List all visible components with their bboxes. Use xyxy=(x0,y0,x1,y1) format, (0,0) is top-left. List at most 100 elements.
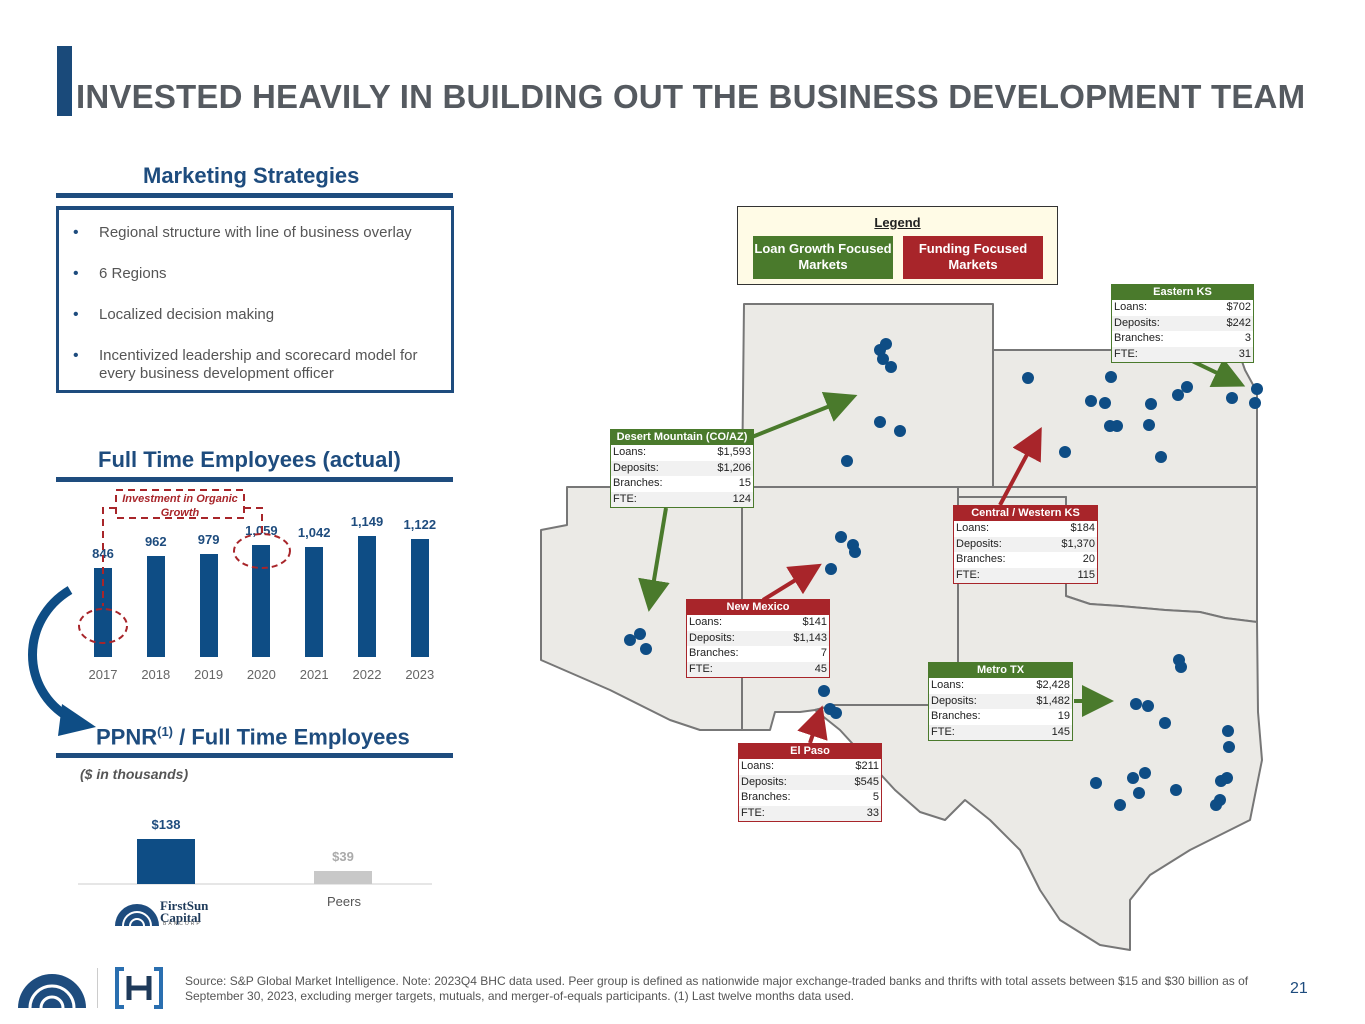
market-card-title: El Paso xyxy=(739,744,881,759)
market-row-branches: Branches: 15 xyxy=(613,477,751,489)
flow-arrow-head xyxy=(58,704,96,736)
fte-axis-2020: 2020 xyxy=(246,667,276,682)
market-row-loans: Loans: $1,593 xyxy=(613,446,751,458)
page-number: 21 xyxy=(1290,980,1308,997)
market-card-central-western-ks: Central / Western KS Loans: $184 Deposits: $… xyxy=(953,505,1098,584)
market-card-metro-tx: Metro TX Loans: $2,428 Deposits: $1,482 Branc… xyxy=(928,662,1073,741)
market-row-branches: Branches: 5 xyxy=(741,791,879,803)
fte-bar-2021 xyxy=(305,547,324,657)
market-row-deposits: Deposits: $1,143 xyxy=(687,630,829,646)
arrow-eastern-ks xyxy=(1189,358,1246,388)
arrow-desert-mountain-az xyxy=(638,507,670,612)
legend: Legend Loan Growth Focused Markets Fundi… xyxy=(737,206,1058,285)
ppnr-units: ($ in thousands) xyxy=(80,766,189,782)
market-row-branches: Branches: 19 xyxy=(931,710,1070,722)
fte-axis-2019: 2019 xyxy=(194,667,224,682)
fte-bar-2022 xyxy=(358,536,376,657)
legend-title: Legend xyxy=(874,215,921,230)
fte-axis-2018: 2018 xyxy=(141,667,171,682)
firstsun-logo-sub: BANCORP xyxy=(163,921,202,927)
fte-axis-2021: 2021 xyxy=(299,667,329,682)
market-row-loans: Loans: $184 xyxy=(956,522,1095,534)
bullet-1: Regional structure with line of business… xyxy=(73,224,451,242)
highlight-2017 xyxy=(78,608,128,644)
fte-axis-2022: 2022 xyxy=(352,667,382,682)
arrow-central-ks xyxy=(998,426,1042,506)
market-row-loans: Loans: $2,428 xyxy=(931,679,1070,691)
fte-value-2018: 962 xyxy=(144,533,167,549)
market-row-loans: Loans: $141 xyxy=(689,616,827,628)
map-state-colorado xyxy=(741,303,994,488)
fte-bar-2020 xyxy=(252,545,271,657)
branch-markers xyxy=(624,338,1263,811)
firstsun-logo-icon xyxy=(115,904,159,927)
fte-axis-2023: 2023 xyxy=(405,667,435,682)
market-card-title: Eastern KS xyxy=(1112,285,1253,300)
market-row-loans: Loans: $702 xyxy=(1114,301,1251,313)
fte-value-2022: 1,149 xyxy=(350,514,384,529)
market-card-title: Metro TX xyxy=(929,663,1072,678)
market-row-branches: Branches: 3 xyxy=(1114,332,1251,344)
market-row-fte: FTE: 45 xyxy=(687,661,829,677)
h-logo-icon xyxy=(115,967,163,1009)
page-title: INVESTED HEAVILY IN BUILDING OUT THE BUS… xyxy=(76,78,1306,115)
ppnr-value-1: $39 xyxy=(332,849,354,865)
market-row-deposits: Deposits: $1,206 xyxy=(611,460,753,476)
ppnr-rule xyxy=(56,753,453,758)
arrow-el-paso xyxy=(797,705,828,744)
market-row-fte: FTE: 33 xyxy=(739,805,881,821)
annotation-connector-right xyxy=(244,507,263,536)
market-card-desert-mountain-co-az-: Desert Mountain (CO/AZ) Loans: $1,593 Depos… xyxy=(610,429,754,508)
bullet-3: Localized decision making xyxy=(73,306,451,324)
flow-arrow xyxy=(28,586,73,722)
fte-value-2021: 1,042 xyxy=(297,525,331,541)
market-card-title: New Mexico xyxy=(687,600,829,615)
market-row-deposits: Deposits: $242 xyxy=(1112,315,1253,331)
ppnr-bar-1 xyxy=(314,871,372,884)
fte-bar-2019 xyxy=(199,553,218,657)
ppnr-heading: PPNR(1) / Full Time Employees xyxy=(96,724,410,750)
market-card-title: Central / Western KS xyxy=(954,506,1097,521)
map-state-kansas xyxy=(992,349,1258,488)
market-card-eastern-ks: Eastern KS Loans: $702 Deposits: $242 Branche… xyxy=(1111,284,1254,363)
fte-bar-2017 xyxy=(94,567,112,657)
fte-rule xyxy=(56,477,453,482)
market-row-branches: Branches: 20 xyxy=(956,553,1095,565)
market-card-new-mexico: New Mexico Loans: $141 Deposits: $1,143 Branc… xyxy=(686,599,830,678)
marketing-heading: Marketing Strategies xyxy=(143,163,360,188)
market-row-deposits: Deposits: $1,370 xyxy=(954,536,1097,552)
fte-value-2017: 846 xyxy=(92,545,114,561)
market-row-fte: FTE: 31 xyxy=(1112,346,1253,362)
fte-heading: Full Time Employees (actual) xyxy=(98,447,401,472)
marketing-box: Regional structure with line of business… xyxy=(56,206,454,393)
annotation-label: Investment in Organic Growth xyxy=(122,493,238,519)
market-row-fte: FTE: 145 xyxy=(929,724,1072,740)
fte-value-2019: 979 xyxy=(197,531,220,547)
market-row-fte: FTE: 124 xyxy=(611,491,753,507)
bullet-2: 6 Regions xyxy=(73,265,451,283)
bullet-4: Incentivized leadership and scorecard mo… xyxy=(73,347,451,383)
legend-loan-growth: Loan Growth Focused Markets xyxy=(753,236,893,279)
market-row-loans: Loans: $211 xyxy=(741,760,879,772)
market-card-el-paso: El Paso Loans: $211 Deposits: $545 Branches: 5… xyxy=(738,743,882,822)
arrow-new-mexico xyxy=(761,563,822,602)
title-accent-bar xyxy=(57,46,72,116)
firstsun-logo-text: FirstSun Capital xyxy=(160,898,209,925)
market-card-title: Desert Mountain (CO/AZ) xyxy=(611,430,753,445)
footer-divider xyxy=(97,968,98,1008)
fte-bar-2018 xyxy=(146,555,165,657)
ppnr-bar-0 xyxy=(137,839,195,884)
legend-funding: Funding Focused Markets xyxy=(903,236,1043,279)
highlight-2020 xyxy=(233,533,291,569)
fte-value-2023: 1,122 xyxy=(403,516,437,532)
fte-axis-2017: 2017 xyxy=(88,667,118,682)
fte-bar-2023 xyxy=(410,538,429,657)
annotation-connector-left xyxy=(102,507,116,606)
ppnr-value-0: $138 xyxy=(151,817,181,832)
arrow-desert-mountain-co xyxy=(751,392,858,439)
annotation-box xyxy=(115,489,245,519)
firstsun-footer-logo-icon xyxy=(18,974,86,1009)
peers-label: Peers xyxy=(327,894,361,909)
